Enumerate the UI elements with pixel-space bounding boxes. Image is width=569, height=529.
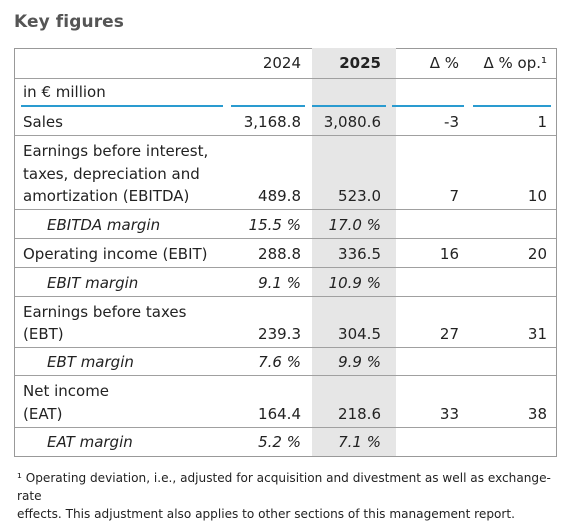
cell-sales-delta-op: 1 <box>537 113 547 131</box>
row-divider <box>15 267 556 268</box>
cell-ebit-2025: 336.5 <box>338 245 381 263</box>
key-figures-table: 2024 2025 Δ % Δ % op.¹ in € million Sale… <box>14 48 557 457</box>
cell-ebit-margin-2024: 9.1 % <box>258 274 301 292</box>
row-divider <box>15 427 556 428</box>
accent-line <box>312 105 386 107</box>
cell-sales-2024: 3,168.8 <box>243 113 301 131</box>
cell-eat-delta: 33 <box>439 405 459 423</box>
row-divider <box>15 296 556 297</box>
cell-ebitda-margin-2024: 15.5 % <box>248 216 301 234</box>
header-delta-op: Δ % op.¹ <box>483 54 547 72</box>
row-label-sales: Sales <box>23 113 63 131</box>
footnote: ¹ Operating deviation, i.e., adjusted fo… <box>17 469 557 523</box>
table-top-border <box>14 48 557 49</box>
row-divider <box>15 375 556 376</box>
row-label-ebitda: taxes, depreciation and <box>23 165 200 183</box>
row-label-ebitda: Earnings before interest, <box>23 142 209 160</box>
row-label-ebitda: amortization (EBITDA) <box>23 187 190 205</box>
unit-label: in € million <box>23 83 106 101</box>
row-label-ebt: Earnings before taxes <box>23 303 187 321</box>
cell-ebt-margin-2024: 7.6 % <box>258 353 301 371</box>
page-title: Key figures <box>14 12 125 32</box>
accent-line <box>231 105 305 107</box>
row-label-ebt-margin: EBT margin <box>47 353 134 371</box>
cell-ebt-delta: 27 <box>439 325 459 343</box>
row-label-ebit-margin: EBIT margin <box>47 274 139 292</box>
cell-sales-2025: 3,080.6 <box>323 113 381 131</box>
cell-ebt-margin-2025: 9.9 % <box>338 353 381 371</box>
row-divider <box>15 135 556 136</box>
header-divider <box>15 78 556 79</box>
accent-line <box>21 105 223 107</box>
accent-line <box>473 105 551 107</box>
row-label-ebt: (EBT) <box>23 325 64 343</box>
cell-eat-margin-2024: 5.2 % <box>258 433 301 451</box>
cell-eat-2025: 218.6 <box>338 405 381 423</box>
cell-eat-delta-op: 38 <box>527 405 547 423</box>
cell-eat-margin-2025: 7.1 % <box>338 433 381 451</box>
cell-ebt-2024: 239.3 <box>258 325 301 343</box>
cell-ebit-2024: 288.8 <box>258 245 301 263</box>
row-label-eat: Net income <box>23 382 110 400</box>
cell-sales-delta: -3 <box>444 113 459 131</box>
cell-ebitda-2025: 523.0 <box>338 187 381 205</box>
cell-ebt-2025: 304.5 <box>338 325 381 343</box>
cell-ebitda-delta: 7 <box>449 187 459 205</box>
row-divider <box>15 209 556 210</box>
cell-ebitda-delta-op: 10 <box>527 187 547 205</box>
cell-ebitda-margin-2025: 17.0 % <box>328 216 381 234</box>
cell-ebitda-2024: 489.8 <box>258 187 301 205</box>
cell-ebit-delta-op: 20 <box>527 245 547 263</box>
row-label-eat-margin: EAT margin <box>47 433 133 451</box>
cell-eat-2024: 164.4 <box>258 405 301 423</box>
footnote-line: ¹ Operating deviation, i.e., adjusted fo… <box>17 471 551 503</box>
cell-ebit-delta: 16 <box>439 245 459 263</box>
row-label-ebit: Operating income (EBIT) <box>23 245 208 263</box>
cell-ebt-delta-op: 31 <box>527 325 547 343</box>
highlight-column-2025 <box>312 48 396 456</box>
row-divider <box>15 238 556 239</box>
footnote-line: effects. This adjustment also applies to… <box>17 507 515 521</box>
accent-line <box>392 105 464 107</box>
header-delta: Δ % <box>429 54 459 72</box>
row-label-eat: (EAT) <box>23 405 63 423</box>
header-2025: 2025 <box>339 54 381 72</box>
row-divider <box>15 347 556 348</box>
row-label-ebitda-margin: EBITDA margin <box>47 216 161 234</box>
header-2024: 2024 <box>262 54 301 72</box>
cell-ebit-margin-2025: 10.9 % <box>328 274 381 292</box>
